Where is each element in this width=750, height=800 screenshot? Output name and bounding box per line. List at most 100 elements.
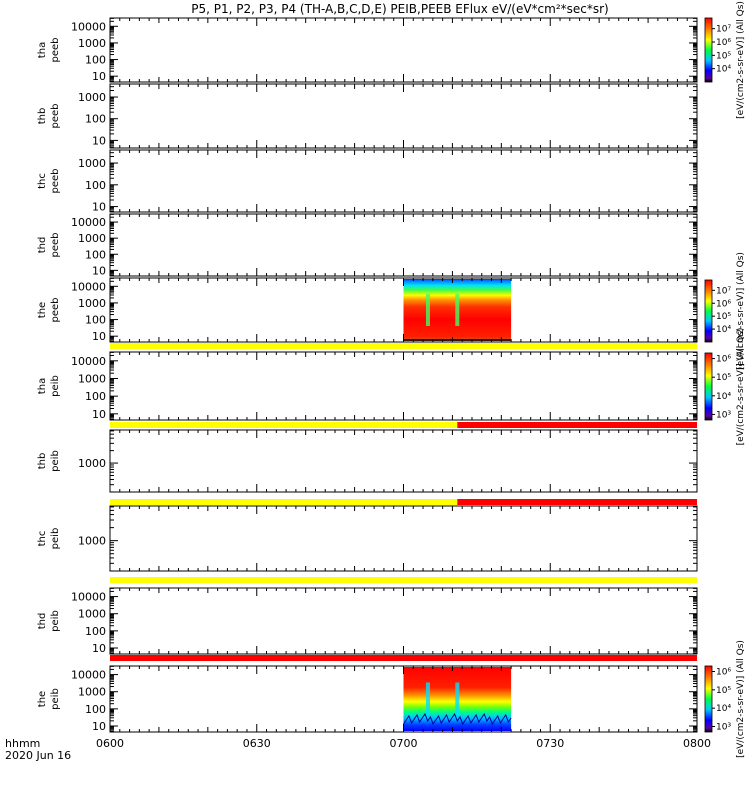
y-tick-label: 100 bbox=[85, 625, 106, 638]
colorbar-tick-label: 10⁴ bbox=[716, 325, 731, 335]
y-tick-label: 10 bbox=[92, 70, 106, 83]
x-tick-label: 0600 bbox=[96, 737, 124, 750]
panel-thc-peib: 1000 thc peib bbox=[37, 505, 698, 572]
colorbar-label: [eV/(cm2-s-sr-eV)] (All Qs) bbox=[736, 640, 746, 758]
y-tick-label: 100 bbox=[85, 54, 106, 67]
colorbar-the-peib: 10⁶ 10⁵ 10⁴ 10³ [eV/(cm2-s-sr-eV)] (All Qs) bbox=[704, 640, 746, 758]
x-tick-label: 0630 bbox=[243, 737, 271, 750]
y-tick-label: 10 bbox=[92, 408, 106, 421]
panel-frame bbox=[109, 429, 698, 493]
status-bar-segment bbox=[110, 499, 458, 505]
y-tick-label: 10000 bbox=[71, 280, 106, 293]
y-tick-label: 10000 bbox=[71, 355, 106, 368]
panel-frame bbox=[109, 505, 698, 572]
panel-probe-label: tha bbox=[37, 378, 48, 394]
panel-the-peib: 10000 1000 100 10 the peib bbox=[37, 665, 698, 733]
y-tick-label: 1000 bbox=[78, 535, 106, 548]
panel-probe-label: tha bbox=[37, 42, 48, 58]
panel-probe-label: thc bbox=[37, 173, 48, 189]
y-tick-label: 100 bbox=[85, 703, 106, 716]
y-tick-label: 10 bbox=[92, 720, 106, 733]
status-bar-segment bbox=[110, 655, 697, 661]
colorbar-tick-label: 10⁵ bbox=[716, 51, 731, 61]
panel-frame bbox=[109, 213, 698, 277]
colorbar-tick-label: 10³ bbox=[716, 410, 731, 420]
x-tick-label: 0700 bbox=[390, 737, 418, 750]
panel-thd-peib: 10000 1000 100 10 thd peib bbox=[37, 587, 698, 655]
colorbar-tick-label: 10⁶ bbox=[716, 38, 731, 48]
y-tick-label: 100 bbox=[85, 248, 106, 261]
status-bar-segment bbox=[110, 422, 458, 428]
low-energy-noise bbox=[403, 712, 512, 726]
colorbar-tick-label: 10⁷ bbox=[716, 25, 731, 35]
colorbar-tha-peib: 10⁶ 10⁵ 10⁴ 10³ [eV/(cm2-s-sr-eV)] (All Qs) bbox=[704, 328, 746, 446]
panel-probe-label: thb bbox=[37, 453, 48, 470]
y-tick-label: 1000 bbox=[78, 608, 106, 621]
panel-thc-peeb: 1000 100 10 thc peeb bbox=[37, 149, 698, 214]
spectrogram-spike bbox=[455, 682, 460, 716]
colorbar-tick-label: 10⁶ bbox=[716, 355, 731, 365]
colorbar-tick-label: 10⁶ bbox=[716, 299, 731, 309]
colorbar-label: [eV/(cm2-s-sr-eV)] (All Qs) bbox=[736, 1, 746, 119]
panel-frame bbox=[109, 587, 698, 655]
y-tick-label: 10000 bbox=[71, 591, 106, 604]
panel-frame bbox=[109, 351, 698, 421]
panel-probe-label: thd bbox=[37, 613, 48, 630]
colorbar-tick-label: 10⁵ bbox=[716, 686, 731, 696]
colorbar-gradient bbox=[704, 665, 713, 733]
y-tick-label: 10 bbox=[92, 330, 106, 343]
panel-product-label: peib bbox=[50, 528, 61, 550]
y-tick-label: 10 bbox=[92, 264, 106, 277]
date-label: 2020 Jun 16 bbox=[5, 749, 71, 762]
colorbar-gradient bbox=[704, 17, 713, 83]
y-tick-label: 10 bbox=[92, 642, 106, 655]
panel-frame bbox=[109, 83, 698, 149]
figure-title: P5, P1, P2, P3, P4 (TH-A,B,C,D,E) PEIB,P… bbox=[191, 2, 608, 16]
panel-product-label: peeb bbox=[50, 104, 61, 129]
colorbar-gradient bbox=[704, 352, 713, 421]
status-bar-segment bbox=[457, 499, 697, 505]
panel-frame bbox=[109, 149, 698, 213]
y-tick-label: 10000 bbox=[71, 216, 106, 229]
y-tick-label: 10 bbox=[92, 201, 106, 214]
y-tick-label: 10 bbox=[92, 134, 106, 147]
y-tick-label: 1000 bbox=[78, 686, 106, 699]
time-axis-label: hhmm bbox=[5, 737, 40, 750]
colorbar-tick-label: 10⁵ bbox=[716, 373, 731, 383]
spectrogram-spike bbox=[425, 294, 430, 326]
colorbar-tha-peeb: 10⁷ 10⁶ 10⁵ 10⁴ [eV/(cm2-s-sr-eV)] (All Qs) bbox=[704, 1, 746, 119]
panel-product-label: peib bbox=[50, 688, 61, 710]
panel-probe-label: the bbox=[37, 691, 48, 707]
status-bar-segment bbox=[110, 343, 697, 349]
time-axis: 0600 0630 0700 0730 0800 bbox=[96, 737, 711, 750]
panel-product-label: peib bbox=[50, 375, 61, 397]
y-tick-label: 100 bbox=[85, 314, 106, 327]
panel-the-peeb: 10000 1000 100 10 the peeb bbox=[37, 277, 698, 343]
panel-product-label: peeb bbox=[50, 169, 61, 194]
panel-product-label: peib bbox=[50, 450, 61, 472]
panel-frame bbox=[109, 17, 698, 83]
y-tick-label: 1000 bbox=[78, 91, 106, 104]
colorbar-tick-label: 10⁴ bbox=[716, 704, 731, 714]
status-bar-segment bbox=[457, 422, 697, 428]
panel-thb-peib: 1000 thb peib bbox=[37, 429, 698, 493]
y-tick-label: 100 bbox=[85, 179, 106, 192]
colorbar-tick-label: 10⁵ bbox=[716, 312, 731, 322]
panel-probe-label: the bbox=[37, 302, 48, 318]
status-bar-segment bbox=[110, 577, 697, 583]
panel-probe-label: thb bbox=[37, 108, 48, 125]
panel-thd-peeb: 10000 1000 100 10 thd peeb bbox=[37, 213, 698, 277]
panel-tha-peeb: 10000 1000 100 10 tha peeb bbox=[37, 17, 698, 83]
y-tick-label: 1000 bbox=[78, 157, 106, 170]
colorbar-tick-label: 10⁴ bbox=[716, 65, 731, 75]
colorbar-label: [eV/(cm2-s-sr-eV)] (All Qs) bbox=[736, 252, 746, 370]
status-bars bbox=[110, 343, 697, 661]
y-tick-label: 1000 bbox=[78, 37, 106, 50]
y-tick-label: 10000 bbox=[71, 20, 106, 33]
y-tick-label: 10000 bbox=[71, 669, 106, 682]
colorbar-label: [eV/(cm2-s-sr-eV)] (All Qs) bbox=[736, 328, 746, 446]
y-tick-label: 100 bbox=[85, 390, 106, 403]
colorbar-tick-label: 10⁴ bbox=[716, 392, 731, 402]
spectrogram-spike bbox=[425, 682, 430, 716]
